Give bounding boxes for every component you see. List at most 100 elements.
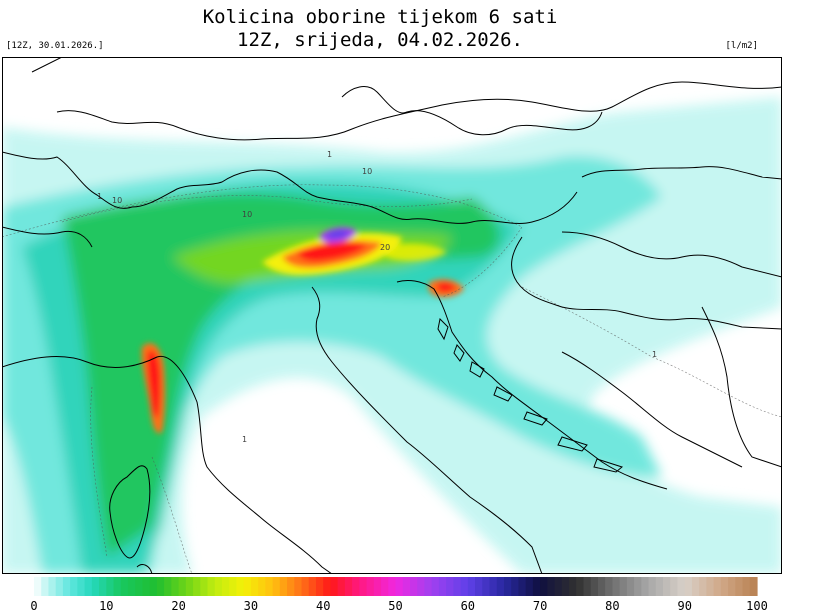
- colorbar-cell: [62, 577, 71, 596]
- colorbar-cell: [655, 577, 664, 596]
- colorbar-cell: [287, 577, 295, 596]
- colorbar-cell: [554, 577, 563, 596]
- colorbar-cell: [395, 577, 404, 596]
- colorbar-cell: [511, 577, 520, 596]
- colorbar-cell: [409, 577, 418, 596]
- colorbar-cell: [48, 577, 57, 596]
- colorbar-cell: [258, 577, 266, 596]
- colorbar-cell: [742, 577, 751, 596]
- contour-label: 1: [242, 435, 247, 444]
- colorbar-cell: [402, 577, 411, 596]
- colorbar: 0 10 20 30 40 50 60 70 80 90 100: [30, 577, 768, 613]
- colorbar-cell: [323, 577, 332, 596]
- colorbar-cell: [518, 577, 527, 596]
- alpine-border-north: [31, 57, 782, 141]
- colorbar-cell: [446, 577, 454, 596]
- colorbar-cell: [337, 577, 346, 596]
- serbia-swiss-border: [2, 226, 782, 468]
- colorbar-cell: [41, 577, 50, 596]
- colorbar-tick-label: 80: [605, 599, 619, 613]
- colorbar-tick-label: 0: [30, 599, 37, 613]
- colorbar-cell: [229, 577, 238, 596]
- precipitation-field: 1 10 1 10 1 20 10 1: [2, 97, 782, 574]
- colorbar-cell: [193, 577, 201, 596]
- colorbar-cell: [431, 577, 440, 596]
- colorbar-cell: [113, 577, 122, 596]
- colorbar-tick-label: 20: [171, 599, 185, 613]
- colorbar-cell: [728, 577, 736, 596]
- model-run-label: [12Z, 30.01.2026.]: [6, 41, 104, 51]
- colorbar-cell: [381, 577, 389, 596]
- croatia-coast: [396, 280, 668, 490]
- colorbar-cell: [699, 577, 707, 596]
- colorbar-cell: [626, 577, 635, 596]
- colorbar-cell: [127, 577, 136, 596]
- colorbar-cell: [612, 577, 621, 596]
- colorbar-cell: [149, 577, 158, 596]
- colorbar-cell: [605, 577, 613, 596]
- colorbar-cell: [214, 577, 223, 596]
- contour-label: 10: [112, 196, 122, 205]
- colorbar-cell: [301, 577, 310, 596]
- colorbar-cell: [308, 577, 317, 596]
- colorbar-cell: [482, 577, 491, 596]
- colorbar-cell: [344, 577, 353, 596]
- colorbar-cell: [663, 577, 671, 596]
- colorbar-cell: [525, 577, 534, 596]
- colorbar-cell: [185, 577, 194, 596]
- map-title: Kolicina oborine tijekom 6 sati: [202, 6, 558, 28]
- colorbar-cell: [221, 577, 230, 596]
- colorbar-cell: [178, 577, 187, 596]
- corsica: [109, 465, 151, 559]
- colorbar-cell: [460, 577, 469, 596]
- colorbar-tick-label: 70: [533, 599, 547, 613]
- colorbar-cell: [236, 577, 245, 596]
- colorbar-cell: [547, 577, 556, 596]
- colorbar-cell: [713, 577, 722, 596]
- colorbar-cell: [691, 577, 700, 596]
- colorbar-cell: [294, 577, 303, 596]
- colorbar-cell: [561, 577, 570, 596]
- colorbar-cell: [540, 577, 548, 596]
- colorbar-cell: [91, 577, 100, 596]
- colorbar-cell: [590, 577, 599, 596]
- colorbar-cell: [156, 577, 165, 596]
- colorbar-tick-label: 50: [388, 599, 402, 613]
- colorbar-cell: [576, 577, 585, 596]
- italy-adriatic-coast: [311, 286, 543, 574]
- colorbar-cell: [467, 577, 476, 596]
- colorbar-tick-label: 90: [677, 599, 691, 613]
- colorbar-cell: [388, 577, 397, 596]
- colorbar-cell: [569, 577, 577, 596]
- colorbar-cell: [164, 577, 172, 596]
- colorbar-cell: [120, 577, 129, 596]
- colorbar-cell: [720, 577, 729, 596]
- contour-label: 1: [327, 150, 332, 159]
- colorbar-cell: [243, 577, 252, 596]
- colorbar-cell: [142, 577, 151, 596]
- colorbar-cell: [453, 577, 462, 596]
- contour-label: 10: [242, 210, 252, 219]
- colorbar-cell: [70, 577, 78, 596]
- colorbar-cell: [597, 577, 606, 596]
- colorbar-cell: [55, 577, 64, 596]
- colorbar-cell: [706, 577, 715, 596]
- alpine-border-south: [2, 151, 578, 224]
- colorbar-cell: [532, 577, 541, 596]
- bosnia-inner-border: [561, 351, 743, 468]
- sardinia: [136, 564, 153, 574]
- unit-label: [l/m2]: [725, 41, 758, 51]
- colorbar-cell: [641, 577, 650, 596]
- colorbar-cell: [279, 577, 288, 596]
- colorbar-cell: [475, 577, 483, 596]
- colorbar-tick-label: 30: [244, 599, 258, 613]
- colorbar-cell: [352, 577, 360, 596]
- map-valid-time: 12Z, srijeda, 04.02.2026.: [237, 29, 523, 51]
- colorbar-cell: [250, 577, 259, 596]
- colorbar-cell: [77, 577, 86, 596]
- colorbar-tick-label: 10: [99, 599, 113, 613]
- colorbar-cell: [583, 577, 592, 596]
- colorbar-cells: [34, 577, 758, 596]
- colorbar-cell: [489, 577, 498, 596]
- colorbar-cell: [330, 577, 339, 596]
